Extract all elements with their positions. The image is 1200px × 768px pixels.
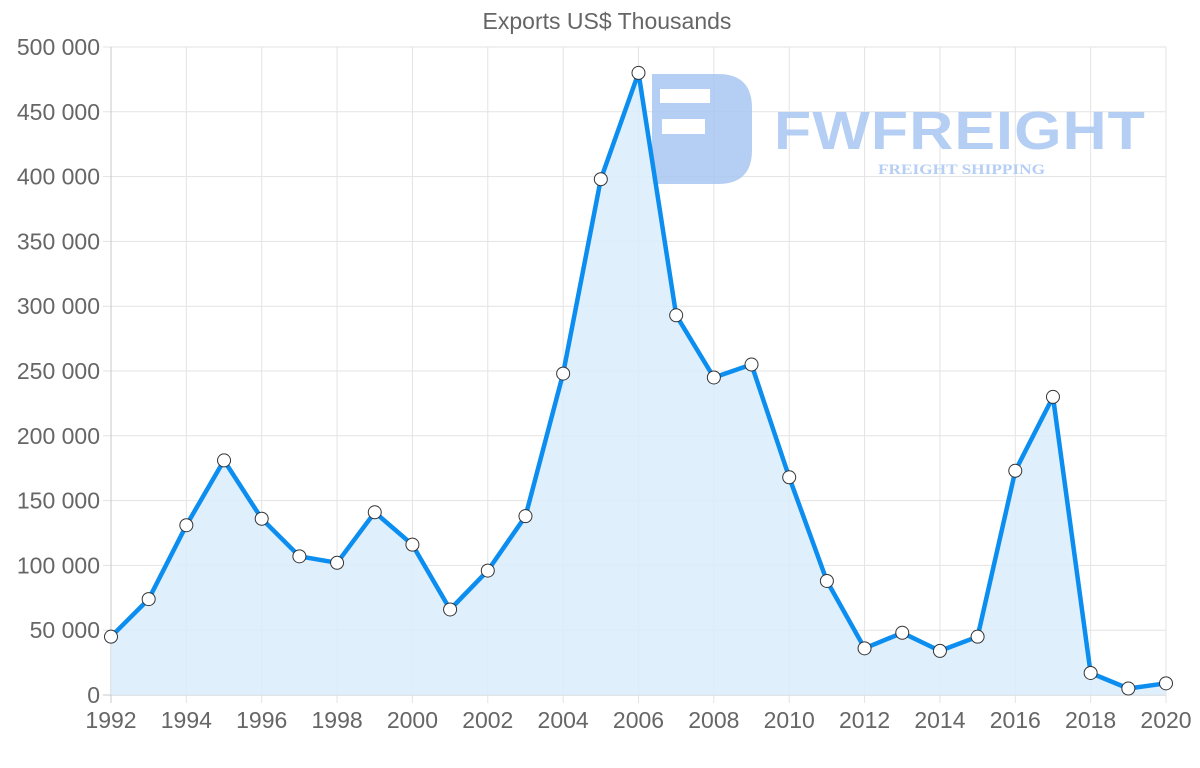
y-tick-label: 50 000 (30, 617, 100, 643)
data-point-marker (141, 592, 156, 607)
data-point-marker (744, 357, 759, 372)
data-point-marker (254, 511, 269, 526)
data-point-marker (104, 629, 118, 644)
y-tick-label: 100 000 (17, 552, 100, 578)
data-point-marker (1159, 676, 1173, 691)
data-point-marker (217, 453, 232, 468)
x-tick-label: 2016 (990, 707, 1041, 733)
y-tick-label: 500 000 (17, 34, 100, 60)
data-point-marker (480, 563, 495, 578)
x-tick-label: 2014 (914, 707, 965, 733)
chart-title: Exports US$ Thousands (482, 8, 732, 34)
logo-mark-cutout-mid (662, 119, 705, 134)
data-point-marker (1083, 665, 1098, 680)
y-axis: 0 50 000 100 000 150 000 200 000 250 000 300 0… (17, 34, 100, 708)
data-point-marker (970, 629, 985, 644)
data-point-marker (857, 641, 872, 656)
data-point-marker (593, 172, 608, 187)
watermark-brand: FWFREIGHT (774, 101, 1146, 161)
x-tick-label: 1998 (311, 707, 362, 733)
x-tick-label: 1996 (236, 707, 287, 733)
x-tick-label: 2002 (462, 707, 513, 733)
data-point-marker (518, 509, 533, 524)
series-area-fill (111, 72, 1166, 695)
y-tick-label: 150 000 (17, 488, 100, 514)
watermark-logo: FWFREIGHT FREIGHT SHIPPING (652, 74, 1146, 184)
data-point-marker (1008, 463, 1023, 478)
logo-mark-cutout-top (660, 89, 710, 103)
data-point-marker (367, 505, 382, 520)
data-point-marker (932, 643, 947, 658)
y-tick-label: 450 000 (17, 99, 100, 125)
x-tick-label: 2008 (688, 707, 739, 733)
x-tick-label: 1992 (85, 707, 136, 733)
x-tick-label: 2010 (764, 707, 815, 733)
data-point-marker (1045, 389, 1060, 404)
y-tick-label: 350 000 (17, 228, 100, 254)
x-tick-label: 2012 (839, 707, 890, 733)
x-tick-label: 2000 (387, 707, 438, 733)
data-points (104, 65, 1173, 696)
data-point-marker (443, 602, 458, 617)
data-point-marker (556, 366, 571, 381)
y-tick-label: 0 (87, 682, 100, 708)
x-tick-label: 2018 (1065, 707, 1116, 733)
x-axis: 1992 1994 1996 1998 2000 2002 2004 2006 2008 2010… (85, 707, 1191, 733)
data-point-marker (1121, 681, 1136, 696)
y-tick-label: 250 000 (17, 358, 100, 384)
data-point-marker (706, 370, 721, 385)
data-point-marker (895, 625, 910, 640)
x-tick-label: 1994 (161, 707, 212, 733)
data-point-marker (405, 537, 420, 552)
y-tick-label: 300 000 (17, 293, 100, 319)
x-tick-label: 2020 (1140, 707, 1191, 733)
y-tick-label: 400 000 (17, 164, 100, 190)
data-point-marker (330, 555, 345, 570)
x-tick-label: 2006 (613, 707, 664, 733)
data-point-marker (631, 65, 646, 80)
watermark-tagline: FREIGHT SHIPPING (878, 162, 1045, 178)
y-tick-label: 200 000 (17, 423, 100, 449)
data-point-marker (669, 308, 684, 323)
data-point-marker (819, 573, 834, 588)
data-point-marker (179, 518, 194, 533)
data-point-marker (292, 549, 307, 564)
data-point-marker (782, 470, 797, 485)
x-tick-label: 2004 (538, 707, 589, 733)
